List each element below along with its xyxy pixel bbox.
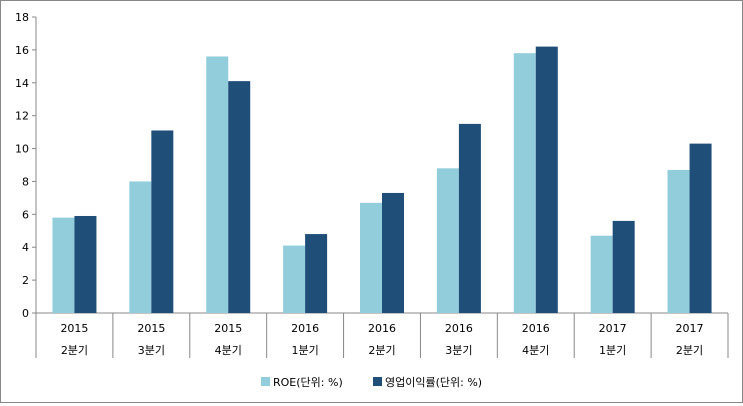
x-tick-label-year: 2015 xyxy=(214,322,242,335)
legend-label: 영업이익률(단위: %) xyxy=(385,376,482,389)
bar-operating-margin xyxy=(458,123,481,313)
bar-roe xyxy=(52,217,75,313)
bar-roe xyxy=(590,235,613,313)
y-tick-label: 6 xyxy=(22,208,29,221)
x-tick-label-year: 2016 xyxy=(522,322,550,335)
bar-roe xyxy=(206,56,229,313)
y-tick-label: 2 xyxy=(22,274,29,287)
x-tick-label-year: 2016 xyxy=(445,322,473,335)
bar-operating-margin xyxy=(151,130,174,313)
legend-label: ROE(단위: %) xyxy=(273,376,343,389)
x-tick-label-year: 2015 xyxy=(137,322,165,335)
x-tick-label-quarter: 3분기 xyxy=(138,344,165,357)
bar-roe xyxy=(436,168,459,313)
x-tick-label-year: 2016 xyxy=(291,322,319,335)
bar-roe xyxy=(283,245,306,313)
bar-operating-margin xyxy=(689,143,712,313)
bar-roe xyxy=(667,169,690,313)
x-tick-label-quarter: 2분기 xyxy=(368,344,395,357)
bar-operating-margin xyxy=(228,81,251,313)
x-tick-label-year: 2017 xyxy=(676,322,704,335)
y-tick-label: 16 xyxy=(15,44,29,57)
x-tick-label-quarter: 2분기 xyxy=(61,344,88,357)
x-tick-label-year: 2017 xyxy=(599,322,627,335)
x-tick-label-year: 2016 xyxy=(368,322,396,335)
bar-roe xyxy=(129,181,152,313)
legend-swatch xyxy=(261,377,270,386)
legend-swatch xyxy=(373,377,382,386)
y-tick-label: 4 xyxy=(22,241,29,254)
y-tick-label: 8 xyxy=(22,175,29,188)
x-tick-label-quarter: 1분기 xyxy=(291,344,318,357)
x-tick-label-quarter: 3분기 xyxy=(445,344,472,357)
bar-roe xyxy=(513,53,536,314)
bar-operating-margin xyxy=(305,234,328,313)
bar-operating-margin xyxy=(382,192,404,313)
y-tick-label: 10 xyxy=(15,143,29,156)
y-tick-label: 18 xyxy=(15,11,29,24)
x-tick-label-year: 2015 xyxy=(60,322,88,335)
bar-operating-margin xyxy=(535,46,558,313)
x-tick-label-quarter: 4분기 xyxy=(215,344,242,357)
y-tick-label: 14 xyxy=(15,77,29,90)
bar-operating-margin xyxy=(74,215,97,313)
x-tick-label-quarter: 2분기 xyxy=(676,344,703,357)
x-tick-label-quarter: 1분기 xyxy=(599,344,626,357)
y-tick-label: 0 xyxy=(22,307,29,320)
bar-operating-margin xyxy=(612,220,635,313)
x-tick-label-quarter: 4분기 xyxy=(522,344,549,357)
y-tick-label: 12 xyxy=(15,110,29,123)
bar-roe xyxy=(360,202,382,313)
